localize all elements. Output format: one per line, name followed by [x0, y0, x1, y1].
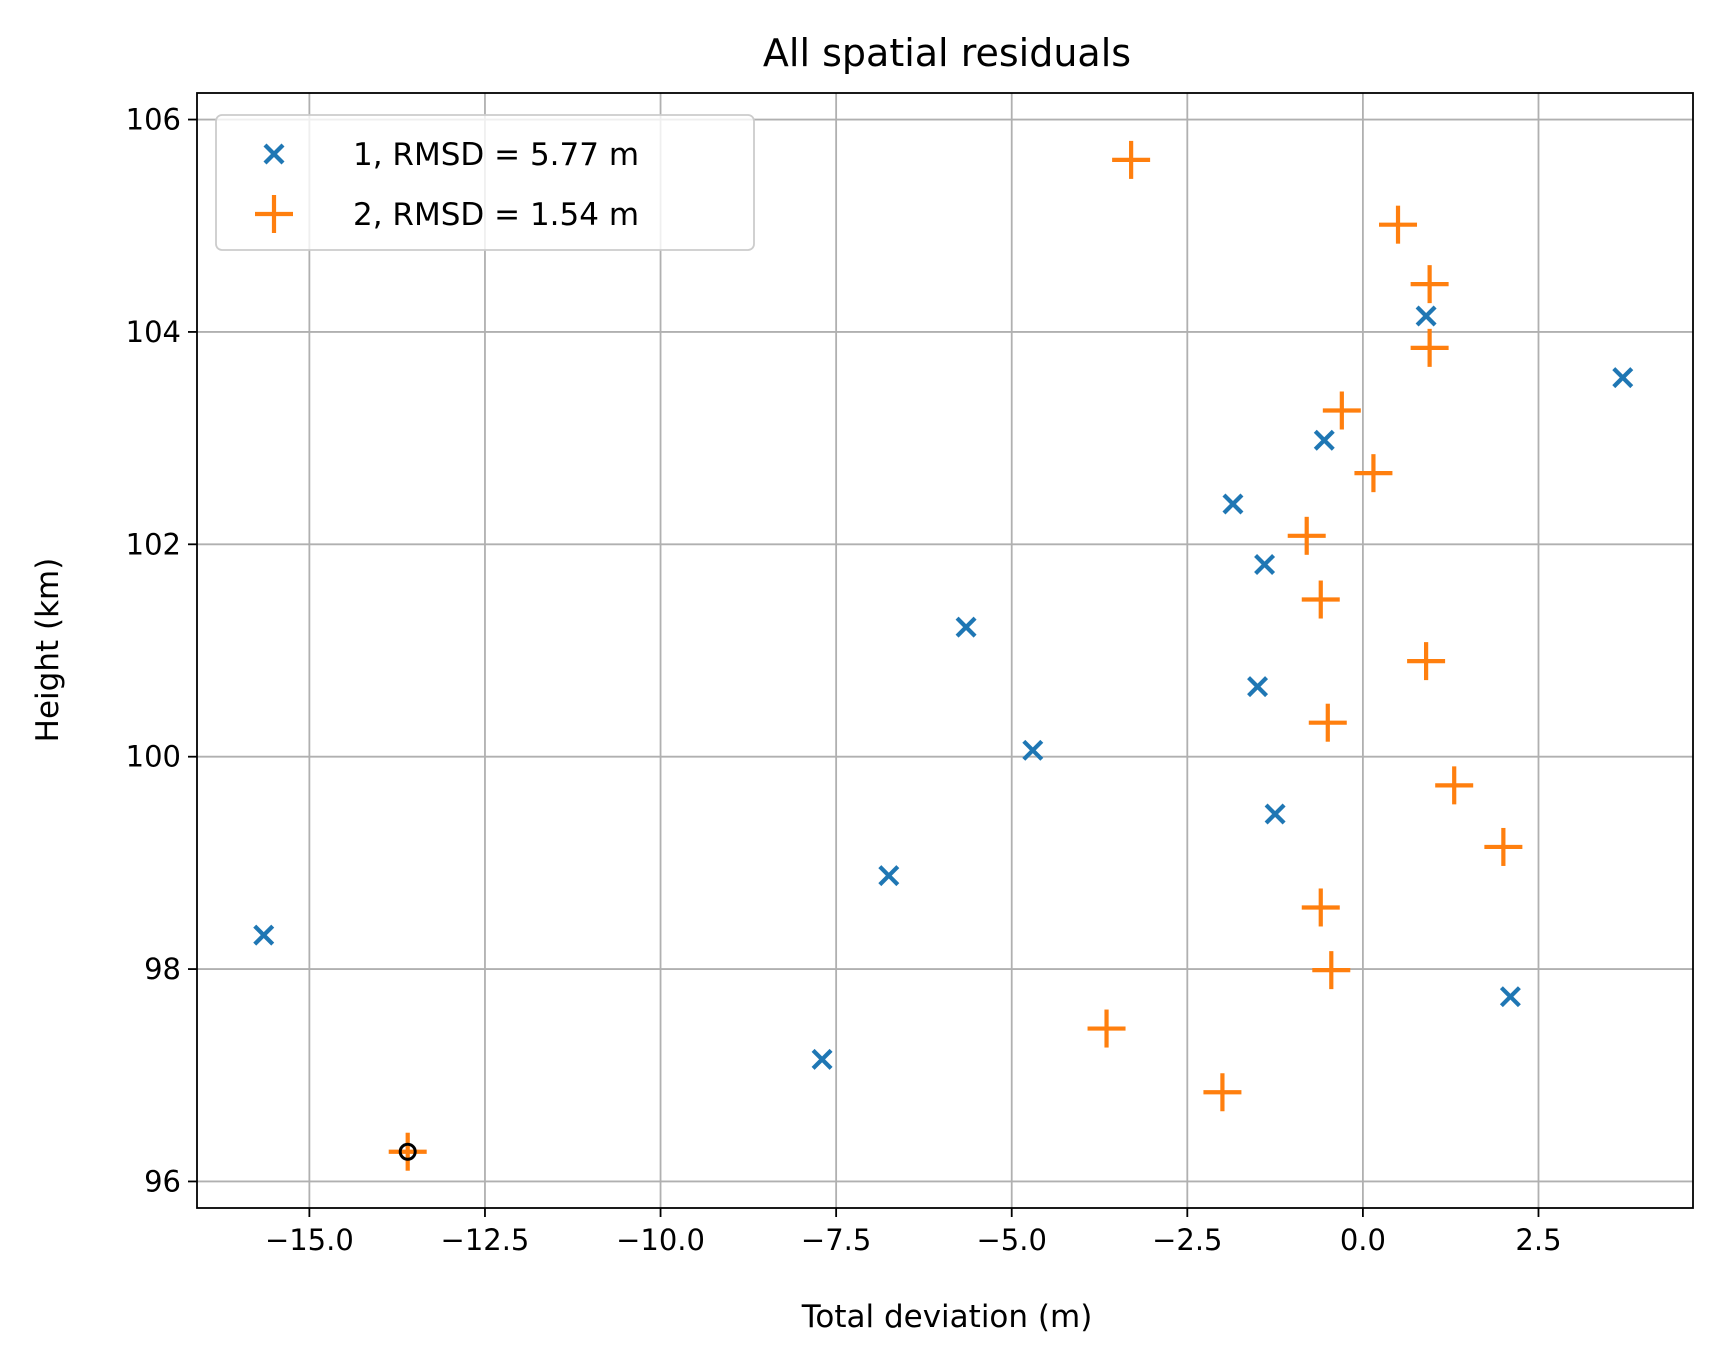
- marker-stroke: [1222, 493, 1244, 515]
- y-tick-label: 98: [144, 952, 181, 986]
- x-axis-label: Total deviation (m): [801, 1299, 1093, 1335]
- marker-stroke: [253, 924, 275, 946]
- data-point: [1313, 429, 1335, 451]
- data-point: [1254, 554, 1276, 575]
- data-point: [1022, 739, 1044, 761]
- data-point: [1308, 703, 1347, 742]
- data-point: [1222, 493, 1244, 515]
- grid: [197, 93, 1693, 1208]
- plot-frame: [196, 92, 1694, 1209]
- y-tick-label: 106: [126, 103, 181, 137]
- data-point: [1354, 454, 1393, 493]
- legend: 1, RMSD = 5.77 m 2, RMSD = 1.54 m: [215, 114, 755, 251]
- marker-stroke: [263, 143, 285, 165]
- x-tick-label: −5.0: [977, 1223, 1047, 1257]
- data-point: [1087, 1009, 1126, 1048]
- data-point: [253, 924, 275, 946]
- data-point: [1287, 516, 1326, 555]
- marker-stroke: [1499, 986, 1521, 1008]
- legend-box: [215, 114, 755, 251]
- marker-stroke: [1022, 739, 1044, 761]
- x-tick-label: −12.5: [441, 1223, 530, 1257]
- x-tick-label: −15.0: [265, 1223, 354, 1257]
- marker-stroke: [1313, 429, 1335, 451]
- data-point: [388, 1132, 427, 1171]
- y-tick-label: 104: [126, 315, 181, 349]
- legend-label: 2, RMSD = 1.54 m: [353, 197, 639, 233]
- data-point: [1612, 367, 1634, 389]
- x-tick-label: 0.0: [1340, 1223, 1386, 1257]
- data-point: [1410, 328, 1449, 367]
- data-point: [811, 1048, 833, 1070]
- marker-stroke: [1415, 305, 1437, 327]
- legend-marker: [255, 195, 293, 233]
- x-tick-label: −2.5: [1152, 1223, 1222, 1257]
- ticks: −15.0 −12.5 −10.0 −7.5 −5.0 −2.5 0.0 2.5 96 98 100…: [126, 103, 1562, 1257]
- series-2: [388, 140, 1523, 1171]
- y-axis-label: Height (km): [30, 558, 66, 743]
- x-tick-label: −10.0: [616, 1223, 705, 1257]
- data-point: [1301, 580, 1340, 619]
- marker-stroke: [1264, 803, 1286, 825]
- data-point: [1322, 391, 1361, 430]
- y-tick-label: 100: [126, 740, 181, 774]
- data-point: [1301, 888, 1340, 927]
- chart-title: All spatial residuals: [763, 31, 1131, 75]
- data-point: [1203, 1073, 1242, 1112]
- data-point: [1410, 265, 1449, 304]
- data-point: [1407, 642, 1446, 681]
- data-point: [1435, 766, 1474, 805]
- series-1: [253, 305, 1634, 1070]
- marker-stroke: [1612, 367, 1634, 389]
- y-tick-label: 102: [126, 527, 181, 561]
- data-point: [1484, 827, 1523, 866]
- x-tick-label: −7.5: [801, 1223, 871, 1257]
- legend-label: 1, RMSD = 5.77 m: [353, 137, 639, 173]
- marker-stroke: [878, 865, 900, 887]
- marker-stroke: [811, 1048, 833, 1070]
- marker-stroke: [955, 616, 977, 638]
- series-layer: [253, 140, 1634, 1171]
- data-point: [1112, 140, 1151, 179]
- data-point: [878, 865, 900, 887]
- highlight-circle: [398, 1142, 417, 1161]
- data-point: [1247, 676, 1269, 698]
- legend-marker: [263, 143, 285, 165]
- data-point: [1379, 205, 1418, 244]
- x-tick-label: 2.5: [1515, 1223, 1561, 1257]
- y-tick-label: 96: [144, 1164, 181, 1198]
- marker-stroke: [1247, 676, 1269, 698]
- data-point: [1499, 986, 1521, 1008]
- data-point: [1312, 951, 1351, 990]
- data-point: [1264, 803, 1286, 825]
- data-point: [955, 616, 977, 638]
- data-point: [1415, 305, 1437, 327]
- marker-stroke: [1254, 554, 1276, 575]
